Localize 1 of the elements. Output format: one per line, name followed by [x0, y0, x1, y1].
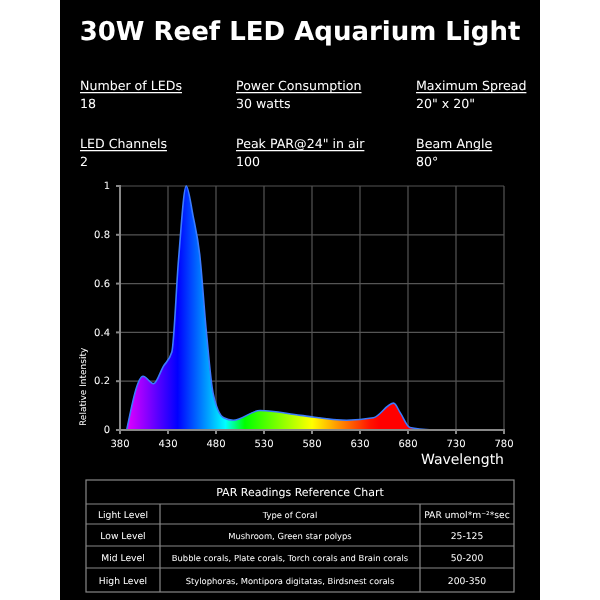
chart-title: 30W Reef LED Aquarium Light [79, 18, 521, 48]
